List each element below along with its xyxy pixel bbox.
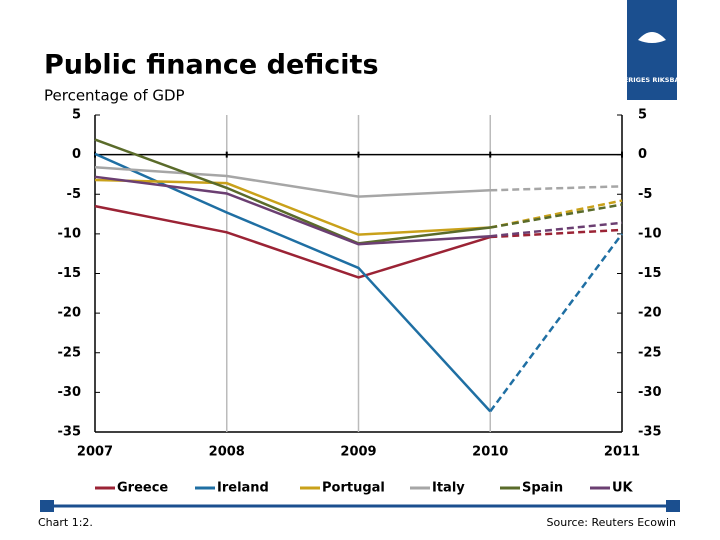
y2-tick-label: -10 xyxy=(638,226,662,241)
x-tick-label: 2007 xyxy=(77,445,113,460)
y2-tick-label: -5 xyxy=(638,187,652,202)
chart-subtitle: Percentage of GDP xyxy=(44,87,185,105)
legend-label: Greece xyxy=(117,481,168,496)
y-tick-label: -10 xyxy=(58,226,82,241)
forecast-line xyxy=(490,203,623,229)
footer-block xyxy=(666,500,680,512)
x-tick-label: 2009 xyxy=(340,445,376,460)
y-tick-label: -15 xyxy=(58,266,82,281)
y-tick-label: 0 xyxy=(72,147,81,162)
y2-tick-label: -20 xyxy=(638,306,662,321)
y-tick-label: -35 xyxy=(58,425,82,440)
series-line xyxy=(94,152,492,413)
y2-tick-label: -35 xyxy=(638,425,662,440)
chart-note: Chart 1:2. xyxy=(38,516,93,529)
y2-tick-label: -25 xyxy=(638,345,662,360)
series-line xyxy=(94,204,491,279)
forecast-line xyxy=(489,233,624,413)
legend-label: Spain xyxy=(522,481,563,496)
y2-tick-label: 5 xyxy=(638,108,647,123)
x-tick-label: 2008 xyxy=(209,445,245,460)
legend-label: UK xyxy=(612,481,634,496)
legend-label: Italy xyxy=(432,481,465,496)
series-line xyxy=(94,166,491,198)
x-tick-label: 2010 xyxy=(472,445,508,460)
series-line xyxy=(94,175,491,246)
chart-title: Public finance deficits xyxy=(44,50,379,81)
logo: SVERIGES RIKSBANK xyxy=(614,0,691,100)
forecast-line xyxy=(490,185,623,192)
series-line xyxy=(94,138,491,245)
y-tick-label: -5 xyxy=(67,187,81,202)
y-tick-label: -30 xyxy=(58,385,82,400)
y2-tick-label: -30 xyxy=(638,385,662,400)
series-line xyxy=(94,178,491,236)
forecast-line xyxy=(490,228,623,239)
chart-source: Source: Reuters Ecowin xyxy=(547,516,676,529)
y-tick-label: 5 xyxy=(72,108,81,123)
forecast-line xyxy=(489,199,623,229)
logo-emblem xyxy=(638,32,666,43)
footer-block xyxy=(40,500,54,512)
logo-text: SVERIGES RIKSBANK xyxy=(614,76,691,84)
y-tick-label: -25 xyxy=(58,345,82,360)
forecast-line xyxy=(490,221,623,238)
y2-tick-label: 0 xyxy=(638,147,647,162)
x-tick-label: 2011 xyxy=(604,445,640,460)
y-tick-label: -20 xyxy=(58,306,82,321)
y2-tick-label: -15 xyxy=(638,266,662,281)
logo-box xyxy=(627,0,677,100)
legend-label: Portugal xyxy=(322,481,385,496)
legend-label: Ireland xyxy=(217,481,269,496)
